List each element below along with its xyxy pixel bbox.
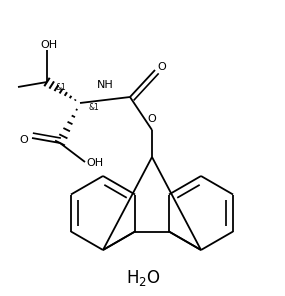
Text: &1: &1 — [56, 83, 66, 91]
Text: OH: OH — [86, 158, 103, 168]
Text: O: O — [158, 62, 166, 72]
Text: O: O — [148, 114, 156, 124]
Text: O: O — [20, 135, 28, 145]
Text: &1: &1 — [89, 102, 99, 112]
Text: OH: OH — [40, 40, 58, 50]
Text: H$_2$O: H$_2$O — [126, 268, 160, 288]
Text: NH: NH — [97, 80, 113, 90]
